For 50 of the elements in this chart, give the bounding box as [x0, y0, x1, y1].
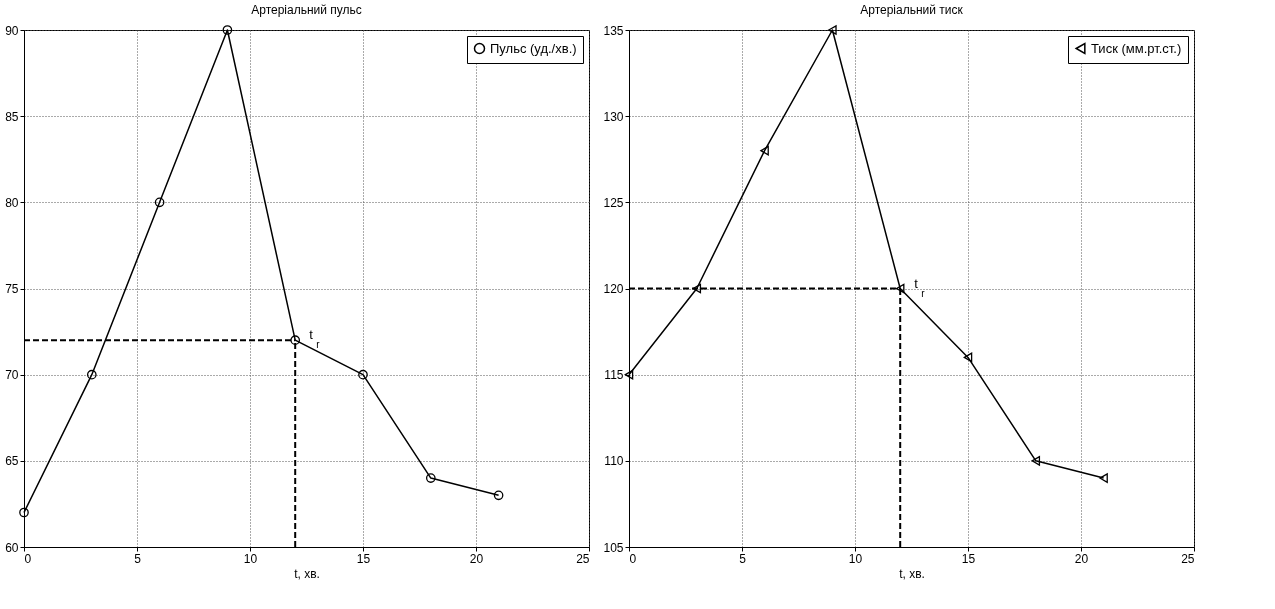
point — [290, 335, 301, 346]
x-tick-label: 25 — [1181, 551, 1195, 566]
point — [963, 352, 973, 363]
point — [692, 283, 702, 294]
y-tick-label: 75 — [5, 282, 19, 296]
point — [828, 25, 837, 35]
annotation: tr — [914, 275, 926, 299]
y-tick-label: 130 — [603, 109, 624, 124]
y-tick-label: 90 — [5, 23, 19, 38]
legend-label: Тиск (мм.рт.ст.) — [1091, 40, 1182, 56]
x-axis-title: t, хв. — [899, 566, 925, 581]
y-tick-label: 85 — [5, 109, 19, 124]
x-tick-label: 15 — [356, 551, 371, 566]
point — [1031, 456, 1041, 466]
y-tick-label: 110 — [604, 454, 624, 469]
point — [86, 369, 97, 380]
y-tick-label: 80 — [5, 195, 19, 210]
y-tick-label: 125 — [603, 195, 624, 210]
y-tick-label: 70 — [5, 368, 19, 383]
point — [895, 283, 905, 294]
y-tick-label: 120 — [603, 282, 624, 296]
point — [19, 507, 29, 518]
y-tick-label: 115 — [604, 368, 624, 383]
point — [358, 369, 368, 380]
y-tick-label: 135 — [603, 23, 624, 38]
point — [493, 490, 504, 501]
x-tick-label: 0 — [629, 551, 637, 566]
x-tick-label: 5 — [739, 551, 747, 566]
x-tick-label: 10 — [243, 551, 258, 566]
x-tick-label: 20 — [469, 551, 484, 566]
point — [154, 197, 165, 208]
chart-title: Артеріальний тиск — [860, 3, 964, 18]
x-tick-label: 10 — [848, 551, 863, 566]
y-tick-label: 60 — [5, 540, 19, 555]
point — [624, 369, 634, 380]
point — [222, 25, 233, 35]
annotation: tr — [309, 327, 321, 351]
x-axis-title: t, хв. — [294, 566, 320, 581]
x-tick-label: 20 — [1074, 551, 1089, 566]
y-tick-label: 105 — [603, 540, 624, 555]
point — [1099, 473, 1108, 483]
legend-label: Пульс (уд./хв.) — [490, 40, 577, 56]
y-tick-label: 65 — [5, 454, 19, 469]
x-tick-label: 15 — [961, 551, 976, 566]
point — [425, 473, 436, 483]
x-tick-label: 25 — [576, 551, 590, 566]
chart-title: Артеріальний пульс — [251, 3, 362, 18]
x-tick-label: 5 — [134, 551, 142, 566]
point — [760, 145, 769, 156]
x-tick-label: 0 — [24, 551, 32, 566]
